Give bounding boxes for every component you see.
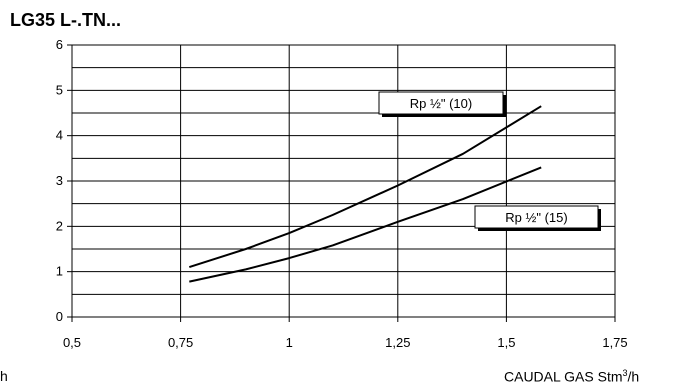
x-tick-label: 1,75 xyxy=(602,335,627,350)
chart-title: LG35 L-.TN... xyxy=(10,10,122,30)
annotation-box xyxy=(378,91,504,115)
series-line-2 xyxy=(189,166,542,283)
series-line-1 xyxy=(188,105,542,269)
annotation-label: Rp ½" (15) xyxy=(505,210,567,225)
annotation-box xyxy=(474,205,599,229)
x-axis-title-end: /h xyxy=(627,368,640,385)
x-axis-title-main: CAUDAL GAS Stm xyxy=(504,368,623,385)
y-tick-label: 2 xyxy=(56,218,63,233)
x-axis-title-superscript: 3 xyxy=(622,368,628,378)
y-tick-label: 5 xyxy=(56,82,63,97)
cut-off-label: h xyxy=(0,368,8,384)
y-tick-label: 3 xyxy=(56,173,63,188)
x-tick-label: 1 xyxy=(286,335,293,350)
annotation-label: Rp ½" (10) xyxy=(410,96,472,111)
x-tick-label: 1,5 xyxy=(497,335,515,350)
y-tick-label: 4 xyxy=(56,128,63,143)
x-tick-label: 1,25 xyxy=(385,335,410,350)
x-tick-label: 0,5 xyxy=(63,335,81,350)
x-axis-title: CAUDAL GAS Stm3/h xyxy=(504,368,639,385)
y-tick-label: 6 xyxy=(56,37,63,52)
x-tick-label: 0,75 xyxy=(168,335,193,350)
y-tick-label: 1 xyxy=(56,264,63,279)
y-tick-label: 0 xyxy=(56,309,63,324)
